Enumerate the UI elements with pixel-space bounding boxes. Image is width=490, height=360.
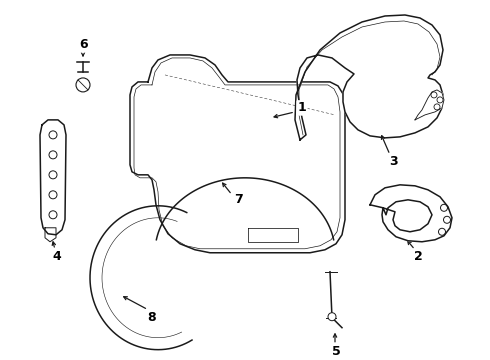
Circle shape <box>328 313 336 321</box>
Polygon shape <box>130 55 345 253</box>
Text: 5: 5 <box>332 345 341 358</box>
Polygon shape <box>415 90 444 120</box>
Polygon shape <box>40 120 66 235</box>
Polygon shape <box>295 15 443 140</box>
Polygon shape <box>45 228 56 242</box>
Text: 7: 7 <box>234 193 243 206</box>
Text: 8: 8 <box>147 311 156 324</box>
Circle shape <box>76 78 90 92</box>
Polygon shape <box>370 185 452 242</box>
Text: 2: 2 <box>414 250 422 263</box>
Text: 3: 3 <box>389 156 397 168</box>
Polygon shape <box>248 228 298 242</box>
Text: 4: 4 <box>52 250 61 263</box>
Text: 1: 1 <box>297 102 306 114</box>
Text: 6: 6 <box>80 39 88 51</box>
